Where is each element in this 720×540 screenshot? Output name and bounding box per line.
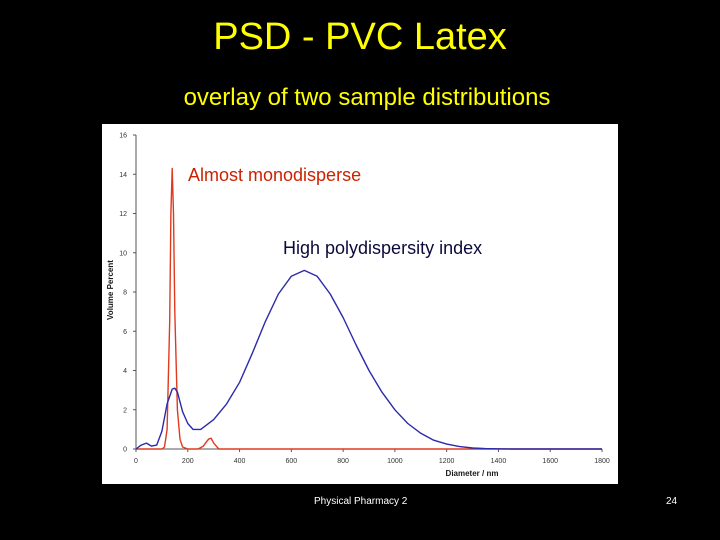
y-tick-label: 8 (123, 290, 127, 297)
x-tick-label: 0 (134, 458, 138, 465)
footer-course-name: Physical Pharmacy 2 (314, 496, 408, 507)
series-line-monodisperse (136, 167, 602, 450)
y-tick-label: 4 (123, 368, 127, 375)
annotation-polydispersity: High polydispersity index (283, 238, 482, 258)
y-tick-label: 14 (119, 172, 127, 179)
annotation-monodisperse: Almost monodisperse (188, 165, 361, 185)
y-tick-label: 16 (119, 133, 127, 140)
slide-number: 24 (666, 496, 678, 507)
series-layer (135, 167, 602, 450)
x-tick-label: 1400 (491, 458, 507, 465)
axes-layer: 0 2 4 6 8 10 12 14 16 0 200 400 600 800 1000 1200 1400 16… (119, 133, 610, 466)
x-tick-label: 400 (234, 458, 246, 465)
x-tick-label: 800 (337, 458, 349, 465)
slide-subtitle: overlay of two sample distributions (183, 84, 551, 111)
y-tick-label: 10 (119, 250, 127, 257)
x-axis-label: Diameter / nm (446, 469, 499, 478)
x-tick-label: 200 (182, 458, 194, 465)
x-tick-label: 1600 (542, 458, 558, 465)
psd-chart: 0 2 4 6 8 10 12 14 16 0 200 400 600 800 1000 1200 1400 16… (106, 133, 610, 479)
series-line-polydisperse (135, 269, 602, 450)
x-tick-label: 1800 (594, 458, 610, 465)
slide-title: PSD - PVC Latex (213, 16, 507, 58)
y-tick-label: 12 (119, 211, 127, 218)
x-tick-label: 1200 (439, 458, 455, 465)
x-tick-label: 1000 (387, 458, 403, 465)
x-tick-label: 600 (285, 458, 297, 465)
y-tick-label: 2 (123, 407, 127, 414)
y-tick-label: 6 (123, 329, 127, 336)
chart-panel: 0 2 4 6 8 10 12 14 16 0 200 400 600 800 1000 1200 1400 16… (102, 124, 618, 484)
y-tick-label: 0 (123, 447, 127, 454)
y-axis-label: Volume Percent (106, 260, 115, 320)
